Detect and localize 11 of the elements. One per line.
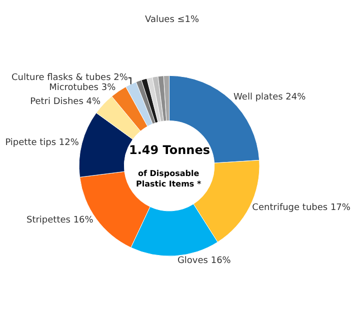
text: 1.49 Tonnes — [129, 143, 210, 157]
slice-label: Petri Dishes 4% — [30, 96, 101, 107]
slice-label: Stripettes 16% — [26, 216, 94, 226]
slice-label: Centrifuge tubes 17% — [252, 202, 351, 213]
slice-label: Culture flasks & tubes 2% — [11, 72, 128, 83]
slice-label: Well plates 24% — [234, 92, 306, 102]
slice-label: Microtubes 3% — [49, 82, 116, 93]
text: of Disposable Plastic Items * — [136, 169, 202, 188]
slice-label: Gloves 16% — [177, 256, 232, 266]
text: Values ≤1% — [145, 15, 200, 25]
slice-label: Pipette tips 12% — [5, 138, 80, 148]
